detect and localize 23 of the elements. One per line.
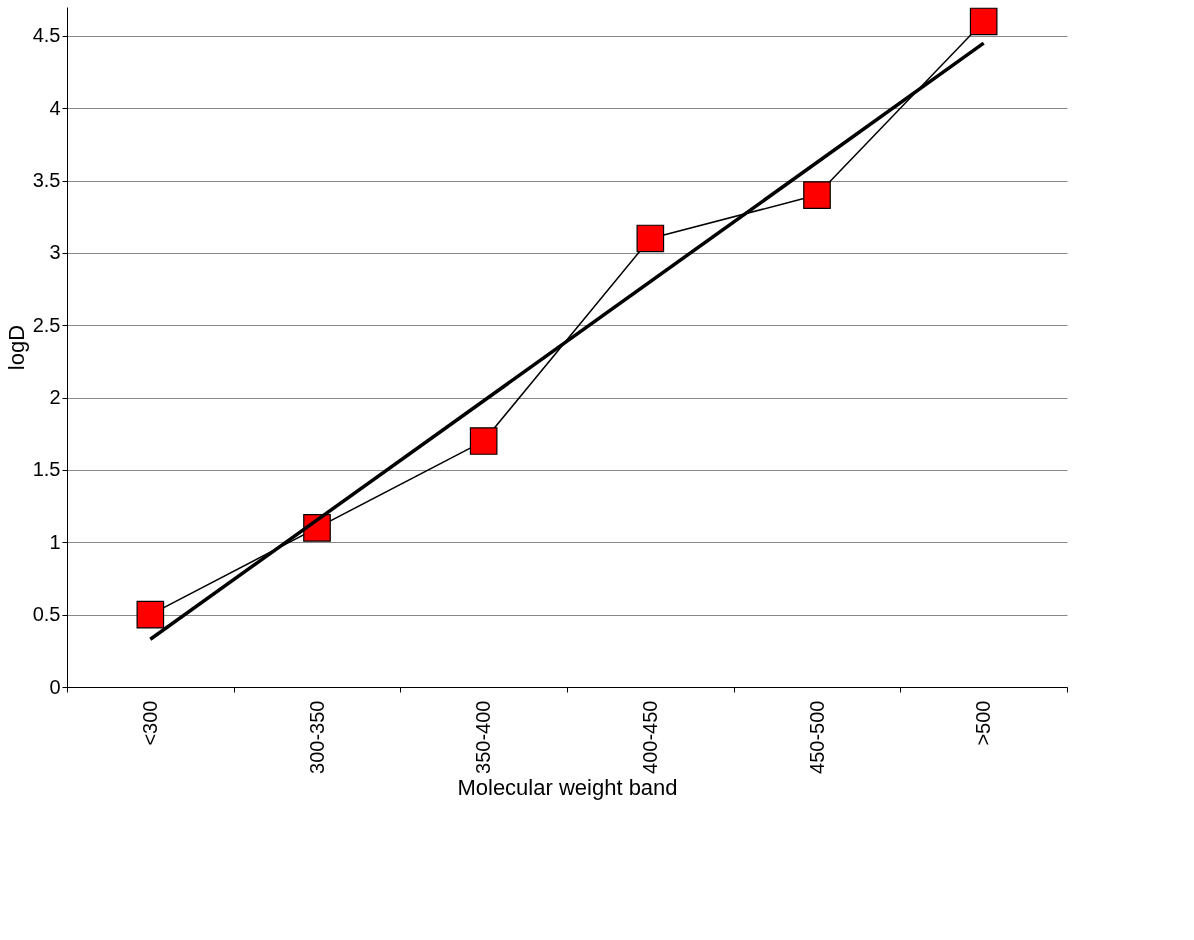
point	[636, 224, 665, 253]
y-tick-label: 0.5	[32, 603, 61, 626]
x-tick-label: <300	[138, 700, 161, 746]
y-tick-label: 3.5	[32, 169, 61, 192]
x-tick-label: 300-350	[305, 700, 328, 774]
y-tick-label: 1	[49, 530, 61, 553]
point	[969, 7, 998, 36]
y-tick-label: 4	[49, 96, 61, 119]
y-tick-label: 4.5	[32, 24, 61, 47]
point	[136, 600, 165, 629]
y-tick-label: 0	[49, 675, 61, 698]
point	[803, 181, 831, 209]
x-tick-label: >500	[972, 700, 995, 746]
y-tick-label: 2	[49, 386, 61, 409]
y-tick-label: 1.5	[32, 458, 61, 481]
y-tick-label: 3	[49, 241, 61, 264]
y-tick-label: 2.5	[32, 313, 61, 336]
x-tick-label: 450-500	[805, 700, 828, 774]
point	[469, 427, 498, 455]
x-axis-title: Molecular weight band	[457, 774, 678, 800]
x-tick-label: 400-450	[638, 700, 661, 774]
x-tick-label: 350-400	[472, 700, 495, 774]
y-axis-title: logD	[3, 324, 29, 371]
